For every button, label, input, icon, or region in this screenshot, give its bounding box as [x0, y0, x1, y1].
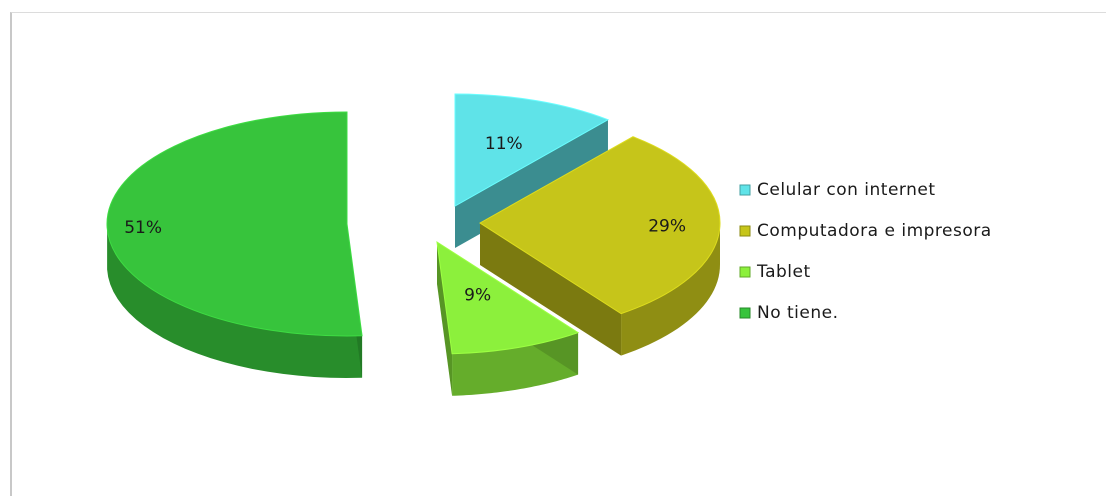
legend-item-computadora-e-impresora: Computadora e impresora: [739, 221, 992, 241]
legend-swatch-tablet: [739, 266, 751, 278]
data-label-celular-con-internet: 11%: [485, 134, 523, 154]
legend-swatch-computadora-e-impresora: [739, 225, 751, 237]
slice-side-computadora-e-impresora: [621, 222, 720, 356]
slice-top-no-tiene: [106, 111, 363, 337]
legend-swatch-no-tiene: [739, 307, 751, 319]
slice-side-no-tiene: [107, 227, 363, 378]
data-label-no-tiene: 51%: [124, 218, 162, 238]
legend-item-no-tiene: No tiene.: [739, 303, 839, 323]
legend-item-tablet: Tablet: [739, 262, 811, 282]
legend-label-tablet: Tablet: [756, 262, 811, 282]
legend-label-celular-con-internet: Celular con internet: [757, 180, 936, 200]
legend-item-celular-con-internet: Celular con internet: [739, 180, 936, 200]
data-label-computadora-e-impresora: 29%: [648, 217, 686, 237]
legend-swatch-celular-con-internet: [739, 184, 751, 196]
data-label-tablet: 9%: [464, 286, 491, 306]
slice-wall-computadora-e-impresora-1: [480, 223, 622, 356]
legend-label-no-tiene: No tiene.: [757, 303, 839, 323]
slice-computadora-e-impresora: [479, 136, 721, 356]
legend-label-computadora-e-impresora: Computadora e impresora: [757, 221, 992, 241]
slice-top-tablet: [436, 240, 580, 355]
slice-top-celular-con-internet: [454, 93, 610, 207]
slice-wall-tablet-1: [437, 242, 453, 396]
slice-tablet: [436, 240, 580, 396]
slice-no-tiene: [106, 111, 363, 378]
legend: Celular con internet Computadora e impres…: [739, 180, 992, 323]
pie-slices: [106, 93, 721, 396]
pie-labels: 11% 29% 9% 51%: [124, 134, 686, 306]
slice-top-computadora-e-impresora: [479, 136, 721, 315]
